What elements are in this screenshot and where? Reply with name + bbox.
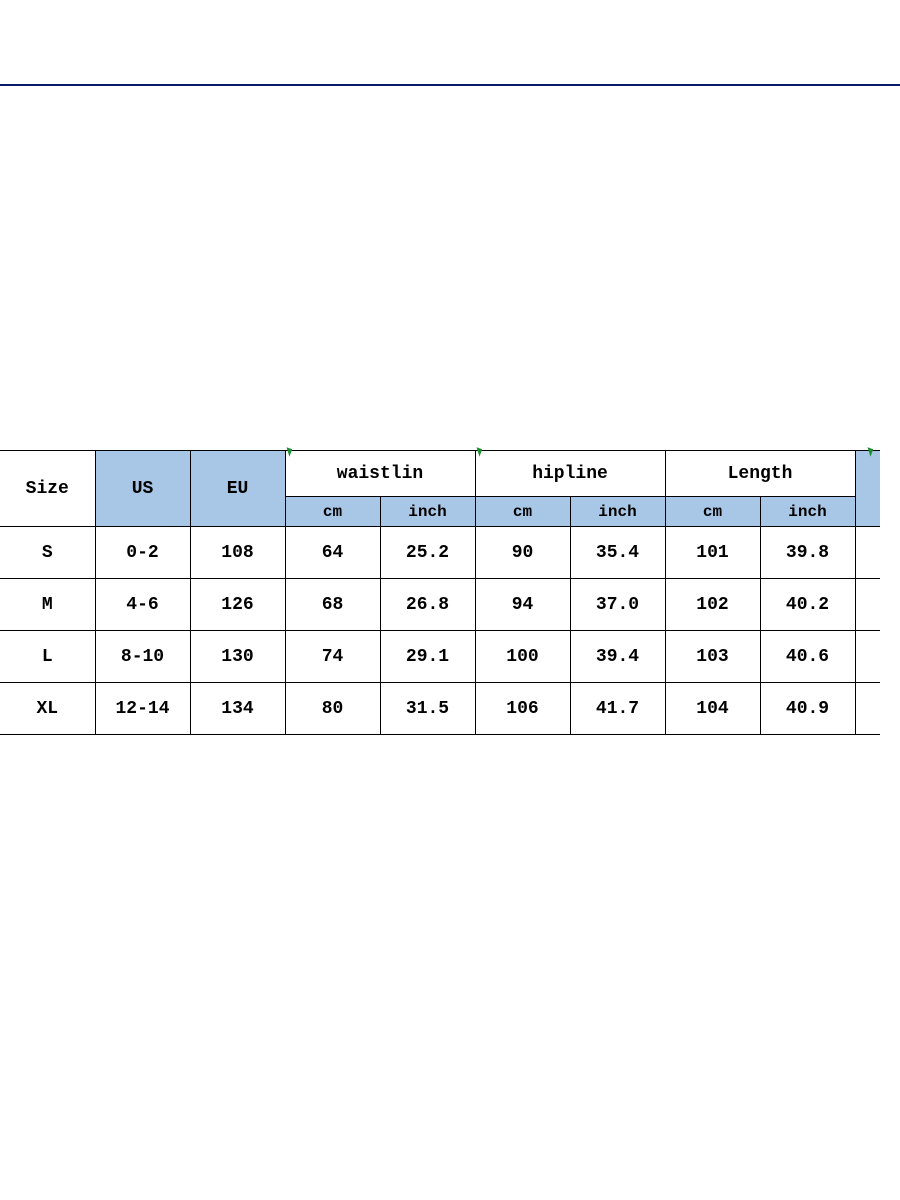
cell-len-in: 40.6 — [760, 631, 855, 683]
cell-waist-cm: 68 — [285, 579, 380, 631]
cell-size: L — [0, 631, 95, 683]
sub-waist-cm: cm — [285, 497, 380, 527]
cell-waist-in: 31.5 — [380, 683, 475, 735]
sub-hip-inch: inch — [570, 497, 665, 527]
cell-len-cm: 102 — [665, 579, 760, 631]
cell-size: M — [0, 579, 95, 631]
sub-len-cm: cm — [665, 497, 760, 527]
cell-waist-in: 29.1 — [380, 631, 475, 683]
cell-len-cm: 103 — [665, 631, 760, 683]
cell-tail — [855, 631, 880, 683]
cell-hip-cm: 100 — [475, 631, 570, 683]
sub-hip-cm: cm — [475, 497, 570, 527]
cell-len-cm: 101 — [665, 527, 760, 579]
cell-waist-cm: 74 — [285, 631, 380, 683]
table-header-row: Size US EU waistlin hipline Length — [0, 451, 880, 497]
cell-hip-in: 37.0 — [570, 579, 665, 631]
table-row: M 4-6 126 68 26.8 94 37.0 102 40.2 — [0, 579, 880, 631]
col-header-eu: EU — [190, 451, 285, 527]
cell-tail — [855, 579, 880, 631]
cell-eu: 134 — [190, 683, 285, 735]
cell-us: 4-6 — [95, 579, 190, 631]
cell-len-cm: 104 — [665, 683, 760, 735]
cell-len-in: 39.8 — [760, 527, 855, 579]
table-row: S 0-2 108 64 25.2 90 35.4 101 39.8 — [0, 527, 880, 579]
sub-len-inch: inch — [760, 497, 855, 527]
cell-hip-cm: 94 — [475, 579, 570, 631]
cell-us: 12-14 — [95, 683, 190, 735]
col-header-size: Size — [0, 451, 95, 527]
table-row: XL 12-14 134 80 31.5 106 41.7 104 40.9 — [0, 683, 880, 735]
cell-tail — [855, 527, 880, 579]
cell-eu: 126 — [190, 579, 285, 631]
col-header-tail — [855, 451, 880, 527]
cell-hip-cm: 90 — [475, 527, 570, 579]
cell-tail — [855, 683, 880, 735]
cell-len-in: 40.2 — [760, 579, 855, 631]
col-header-length: Length — [665, 451, 855, 497]
page-canvas: Size US EU waistlin hipline Length cm in… — [0, 0, 900, 1200]
cell-hip-in: 35.4 — [570, 527, 665, 579]
col-header-us: US — [95, 451, 190, 527]
cell-hip-in: 41.7 — [570, 683, 665, 735]
cell-waist-in: 25.2 — [380, 527, 475, 579]
size-chart-table: Size US EU waistlin hipline Length cm in… — [0, 450, 880, 735]
cell-hip-cm: 106 — [475, 683, 570, 735]
table-row: L 8-10 130 74 29.1 100 39.4 103 40.6 — [0, 631, 880, 683]
cell-eu: 108 — [190, 527, 285, 579]
cell-hip-in: 39.4 — [570, 631, 665, 683]
cell-len-in: 40.9 — [760, 683, 855, 735]
cell-waist-cm: 64 — [285, 527, 380, 579]
cell-waist-in: 26.8 — [380, 579, 475, 631]
col-header-hipline: hipline — [475, 451, 665, 497]
cell-us: 0-2 — [95, 527, 190, 579]
cell-eu: 130 — [190, 631, 285, 683]
size-table-wrap: Size US EU waistlin hipline Length cm in… — [0, 450, 900, 735]
cell-size: XL — [0, 683, 95, 735]
cell-waist-cm: 80 — [285, 683, 380, 735]
sub-waist-inch: inch — [380, 497, 475, 527]
top-horizontal-rule — [0, 84, 900, 86]
col-header-waistline: waistlin — [285, 451, 475, 497]
cell-us: 8-10 — [95, 631, 190, 683]
cell-size: S — [0, 527, 95, 579]
